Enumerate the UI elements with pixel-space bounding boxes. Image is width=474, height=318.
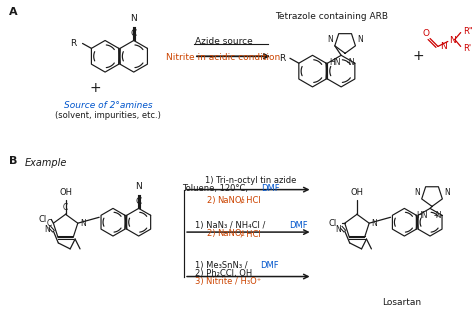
Text: Source of 2°amines: Source of 2°amines — [64, 101, 152, 110]
Text: O: O — [423, 29, 429, 38]
Text: R': R' — [463, 44, 471, 53]
Text: Toluene, 120°C,: Toluene, 120°C, — [182, 184, 250, 193]
Text: HN: HN — [329, 58, 341, 67]
Text: HN: HN — [417, 211, 428, 220]
Text: C: C — [46, 219, 51, 228]
Text: Losartan: Losartan — [382, 298, 421, 307]
Text: 1) NaN₃ / NH₄Cl /: 1) NaN₃ / NH₄Cl / — [195, 221, 268, 230]
Text: C: C — [131, 29, 137, 38]
Text: Example: Example — [25, 158, 67, 168]
Text: N: N — [336, 225, 341, 234]
Text: -N: -N — [347, 58, 356, 67]
Text: OH: OH — [59, 188, 72, 197]
Text: Cl: Cl — [38, 215, 46, 224]
Text: A: A — [9, 7, 18, 17]
Text: +: + — [90, 81, 101, 95]
Text: +: + — [412, 49, 424, 63]
Text: Cl: Cl — [328, 219, 337, 228]
Text: NaNO₂: NaNO₂ — [217, 229, 245, 238]
Text: N: N — [371, 219, 377, 228]
Text: -N: -N — [434, 211, 443, 220]
Text: Nitrite in acidic condition: Nitrite in acidic condition — [166, 53, 281, 62]
Text: N: N — [135, 182, 142, 190]
Text: DMF: DMF — [289, 221, 308, 230]
Text: C: C — [136, 197, 142, 206]
Text: Azide source: Azide source — [195, 37, 253, 45]
Text: B: B — [9, 156, 18, 166]
Text: NaNO₂: NaNO₂ — [217, 196, 245, 204]
Text: N: N — [440, 42, 447, 51]
Text: C: C — [63, 203, 68, 212]
Text: / HCl: / HCl — [238, 229, 261, 238]
Text: R: R — [70, 39, 77, 48]
Text: N: N — [357, 35, 363, 44]
Text: (solvent, impurities, etc.): (solvent, impurities, etc.) — [55, 111, 161, 120]
Text: DMF: DMF — [261, 184, 280, 193]
Text: Nitrite / H₃O⁺: Nitrite / H₃O⁺ — [206, 277, 261, 286]
Text: N: N — [328, 35, 333, 44]
Text: N: N — [44, 225, 50, 234]
Text: R": R" — [463, 27, 472, 36]
Text: / HCl: / HCl — [238, 196, 261, 204]
Text: DMF: DMF — [260, 261, 279, 270]
Text: OH: OH — [350, 188, 364, 197]
Text: R: R — [279, 54, 285, 63]
Text: N: N — [130, 14, 137, 23]
Text: N: N — [444, 188, 450, 197]
Text: N: N — [80, 219, 85, 228]
Text: 2) Ph₂CCl, OH: 2) Ph₂CCl, OH — [195, 269, 252, 278]
Text: 2): 2) — [207, 196, 218, 204]
Text: N: N — [449, 36, 456, 45]
Text: Tetrazole containing ARB: Tetrazole containing ARB — [275, 12, 388, 21]
Text: 1) Me₃SnN₃ /: 1) Me₃SnN₃ / — [195, 261, 250, 270]
Text: 3): 3) — [195, 277, 206, 286]
Text: 1) Tri-n-octyl tin azide: 1) Tri-n-octyl tin azide — [205, 176, 296, 185]
Text: N: N — [414, 188, 420, 197]
Text: 2): 2) — [207, 229, 218, 238]
